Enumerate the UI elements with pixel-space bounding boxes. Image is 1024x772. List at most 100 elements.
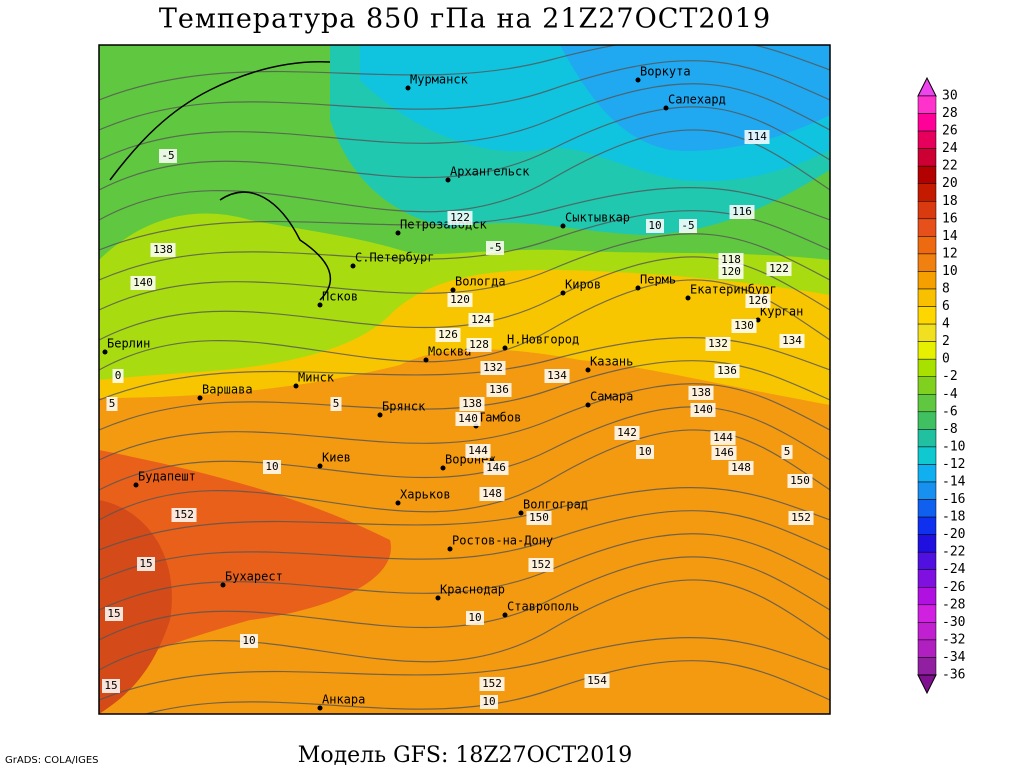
colorbar-label: -14	[942, 475, 966, 490]
colorbar-label: 12	[942, 246, 958, 261]
contour-label-box	[690, 403, 716, 417]
isohypse	[99, 556, 830, 641]
contour-label: 132	[708, 337, 728, 350]
map-labels: Мурманск Воркута Салехард Архангельск Петроз…	[102, 65, 814, 711]
city-dot	[635, 77, 641, 83]
colorbar-label: -34	[942, 650, 966, 665]
colorbar-label: 28	[942, 106, 958, 121]
city-dot	[450, 287, 456, 293]
contour-label-box	[718, 265, 744, 279]
city-dot	[518, 510, 524, 516]
city-label: Вологда	[455, 275, 506, 289]
city-dot	[317, 302, 323, 308]
city-dot	[350, 263, 356, 269]
colorbar-swatch	[917, 95, 937, 114]
colorbar-label: -22	[942, 545, 965, 560]
colorbar-swatch	[917, 165, 937, 184]
city-dot	[445, 177, 451, 183]
contour-label: 5	[109, 397, 116, 410]
contour-label: 140	[133, 276, 153, 289]
colorbar-label: -6	[942, 404, 958, 419]
isohypse	[143, 660, 830, 714]
contour-label: 134	[782, 334, 802, 347]
contour-label: 136	[489, 383, 509, 396]
colorbar-label: -32	[942, 632, 965, 647]
city-label: Псков	[322, 290, 358, 304]
isohypse	[99, 256, 830, 341]
city-label: Екатеринбург	[690, 283, 777, 297]
contour-label-box	[447, 211, 473, 225]
contour-label-box	[744, 130, 770, 144]
city-label: Казань	[590, 355, 633, 369]
city-dot	[440, 465, 446, 471]
city-label: Н.Новгород	[507, 333, 579, 347]
colorbar-label: 8	[942, 282, 950, 297]
isohypse	[99, 533, 830, 611]
colorbar-label: 0	[942, 352, 950, 367]
colorbar-swatch	[917, 516, 937, 535]
colorbar-label: -10	[942, 439, 965, 454]
city-dot	[377, 412, 383, 418]
colorbar-label: -4	[942, 387, 958, 402]
contour-label-box	[483, 461, 509, 475]
contour-label-box	[766, 262, 792, 276]
colorbar-end	[917, 76, 937, 97]
colorbar-label: 24	[942, 141, 958, 156]
contour-label-box	[781, 445, 793, 459]
colorbar-label: -12	[942, 457, 965, 472]
contour-label: 10	[265, 460, 278, 473]
contour-label-box	[479, 487, 505, 501]
contour-label-box	[479, 677, 505, 691]
colorbar-swatch	[917, 569, 937, 588]
city-dot	[560, 290, 566, 296]
city-label: Будапешт	[138, 470, 196, 484]
contour-label: 10	[242, 634, 255, 647]
contour-label: -5	[488, 241, 501, 254]
colorbar-swatch	[917, 429, 937, 448]
colorbar-label: 22	[942, 159, 958, 174]
city-dot	[685, 295, 691, 301]
colorbar-swatch	[917, 148, 937, 167]
contour-label-box	[679, 219, 697, 233]
map-frame	[98, 44, 831, 715]
city-dot	[447, 546, 453, 552]
city-label: Харьков	[400, 488, 451, 502]
city-dot	[395, 500, 401, 506]
colorbar-swatch	[917, 288, 937, 307]
contour-label: 140	[693, 403, 713, 416]
colorbar-swatch	[917, 218, 937, 237]
colorbar-label: 26	[942, 124, 958, 139]
colorbar-swatch	[917, 394, 937, 413]
city-dot	[405, 85, 411, 91]
contour-label: 150	[529, 511, 549, 524]
city-label: С.Петербург	[355, 251, 434, 265]
contour-label-box	[710, 431, 736, 445]
city-label: Киев	[322, 451, 351, 465]
contour-label-box	[102, 679, 120, 693]
isohypse	[99, 60, 830, 131]
contour-label: 138	[462, 397, 482, 410]
isohypse	[99, 383, 830, 461]
contour-label-box	[544, 369, 570, 383]
colorbar-swatch	[917, 323, 937, 342]
isohypse	[99, 45, 830, 101]
city-label: Минск	[298, 371, 335, 385]
colorbar-swatch	[917, 587, 937, 606]
contour-label: 152	[531, 558, 551, 571]
field-hot	[99, 450, 391, 680]
colorbar-label: 16	[942, 211, 958, 226]
contour-label-box	[106, 397, 118, 411]
city-dot	[755, 317, 761, 323]
contour-label-box	[714, 364, 740, 378]
colorbar-label: 2	[942, 334, 950, 349]
colorbar-label: -36	[942, 668, 965, 683]
contour-label-box	[486, 383, 512, 397]
colorbar-label: -28	[942, 597, 965, 612]
city-dot	[635, 285, 641, 291]
isohypse	[99, 83, 830, 161]
city-dot	[663, 105, 669, 111]
city-label: Анкара	[322, 693, 365, 707]
city-label: Ставрополь	[507, 600, 579, 614]
contour-label-box	[486, 241, 504, 255]
